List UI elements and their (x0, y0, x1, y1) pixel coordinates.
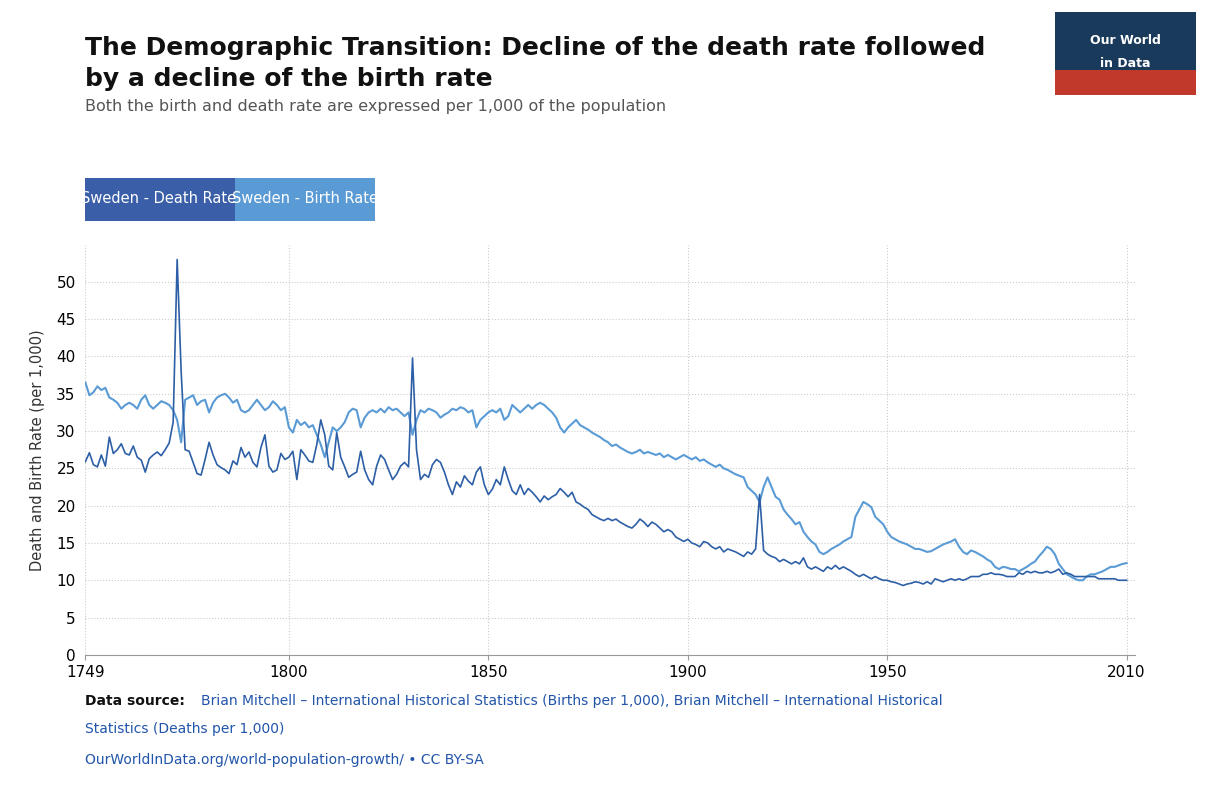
Text: Statistics (Deaths per 1,000): Statistics (Deaths per 1,000) (85, 722, 284, 736)
FancyBboxPatch shape (235, 178, 376, 221)
Text: Brian Mitchell – International Historical Statistics (Births per 1,000), Brian M: Brian Mitchell – International Historica… (201, 694, 943, 709)
Text: Our World: Our World (1089, 35, 1161, 47)
FancyBboxPatch shape (1055, 70, 1196, 95)
Text: The Demographic Transition: Decline of the death rate followed: The Demographic Transition: Decline of t… (85, 36, 986, 59)
Text: by a decline of the birth rate: by a decline of the birth rate (85, 67, 493, 91)
Text: Sweden - Birth Rate: Sweden - Birth Rate (232, 191, 378, 206)
FancyBboxPatch shape (83, 178, 235, 221)
Text: Data source:: Data source: (85, 694, 190, 709)
Text: OurWorldInData.org/world-population-growth/ • CC BY-SA: OurWorldInData.org/world-population-grow… (85, 753, 484, 768)
FancyBboxPatch shape (1055, 12, 1196, 70)
Text: Both the birth and death rate are expressed per 1,000 of the population: Both the birth and death rate are expres… (85, 99, 666, 114)
Text: in Data: in Data (1100, 57, 1150, 69)
Y-axis label: Death and Birth Rate (per 1,000): Death and Birth Rate (per 1,000) (30, 329, 45, 570)
Text: Sweden - Death Rate: Sweden - Death Rate (81, 191, 237, 206)
